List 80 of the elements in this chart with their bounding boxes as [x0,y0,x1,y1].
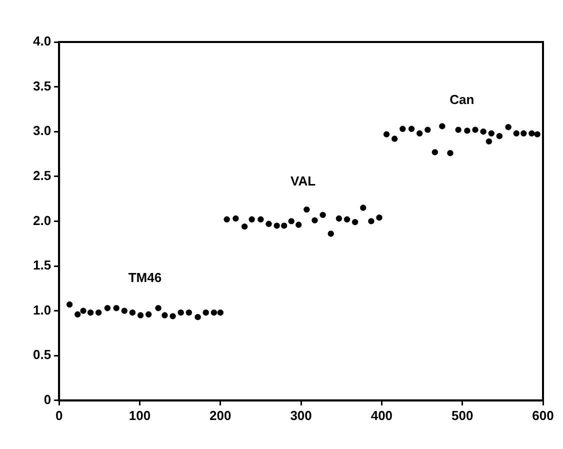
point [178,309,184,316]
point [80,308,86,314]
y-tick-label: 1.5 [32,258,52,273]
y-tick-label: 3.5 [32,78,52,94]
point [281,222,288,229]
point [352,218,358,226]
y-tick-label: 0 [44,392,52,407]
point [464,128,470,134]
point [400,126,406,132]
point [432,149,438,156]
point [210,309,218,316]
point [129,309,136,316]
point [505,124,512,130]
point [87,309,94,316]
x-tick-label: 100 [128,408,151,423]
x-tick-label: 400 [370,408,393,423]
point [472,126,478,133]
point [424,126,431,133]
y-tick-label: 2.5 [32,168,52,183]
y-tick-label: 3.0 [32,123,52,138]
x-tick-label: 300 [290,408,312,423]
point [202,309,209,316]
point [488,130,494,136]
point [95,309,102,316]
point [121,308,128,314]
point [496,132,503,140]
point [104,305,111,312]
point [391,136,398,142]
point [155,305,162,312]
point [408,126,415,132]
point [241,223,248,230]
point [258,216,264,223]
point [513,130,520,136]
point [194,314,201,320]
point [368,218,374,224]
point [439,123,446,130]
point [217,309,224,316]
point [137,312,144,318]
x-tick-label: 200 [210,408,232,423]
point [320,212,326,218]
point [534,131,540,138]
point [383,131,390,138]
point [274,222,280,229]
point [304,206,310,213]
point [447,150,454,156]
point [312,217,318,224]
point [266,220,272,227]
point [162,312,168,318]
point [248,216,255,223]
point [376,214,382,221]
point [170,313,176,320]
point [232,215,239,222]
point [328,230,334,237]
point [288,218,294,224]
point [528,130,535,136]
point [416,130,423,136]
y-tick-label: 0.5 [32,347,52,362]
series-label: VAL [290,173,316,188]
point [186,309,192,316]
x-tick-label: 0 [55,408,63,423]
point [113,305,120,312]
y-tick-label: 1.0 [32,302,52,318]
y-tick-label: 2.0 [32,212,52,228]
x-tick-label: 600 [532,408,554,423]
point [455,126,462,133]
point [296,222,302,228]
point [360,204,366,211]
point [66,301,73,308]
point [146,311,152,318]
series-label: Can [450,92,474,107]
point [224,216,230,223]
point [486,138,492,145]
x-tick-label: 500 [451,408,474,423]
point [336,215,342,222]
point [480,128,486,135]
y-tick-label: 4.0 [32,34,52,49]
point [74,311,81,318]
point [520,130,527,136]
point [344,216,350,223]
series-label: TM46 [128,270,162,286]
